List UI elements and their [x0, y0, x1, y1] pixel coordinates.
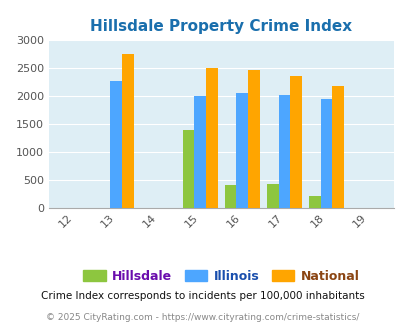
- Bar: [182, 130, 194, 208]
- Bar: [278, 95, 290, 208]
- Bar: [224, 185, 236, 208]
- Bar: [236, 93, 247, 208]
- Bar: [290, 76, 301, 208]
- Bar: [320, 99, 332, 208]
- Bar: [122, 54, 133, 208]
- Bar: [308, 196, 320, 208]
- Text: © 2025 CityRating.com - https://www.cityrating.com/crime-statistics/: © 2025 CityRating.com - https://www.city…: [46, 313, 359, 322]
- Legend: Hillsdale, Illinois, National: Hillsdale, Illinois, National: [78, 265, 363, 288]
- Bar: [110, 81, 122, 208]
- Bar: [247, 70, 259, 208]
- Bar: [206, 68, 217, 208]
- Text: Crime Index corresponds to incidents per 100,000 inhabitants: Crime Index corresponds to incidents per…: [41, 291, 364, 301]
- Title: Hillsdale Property Crime Index: Hillsdale Property Crime Index: [90, 19, 352, 34]
- Bar: [266, 184, 278, 208]
- Bar: [332, 85, 343, 208]
- Bar: [194, 96, 206, 208]
